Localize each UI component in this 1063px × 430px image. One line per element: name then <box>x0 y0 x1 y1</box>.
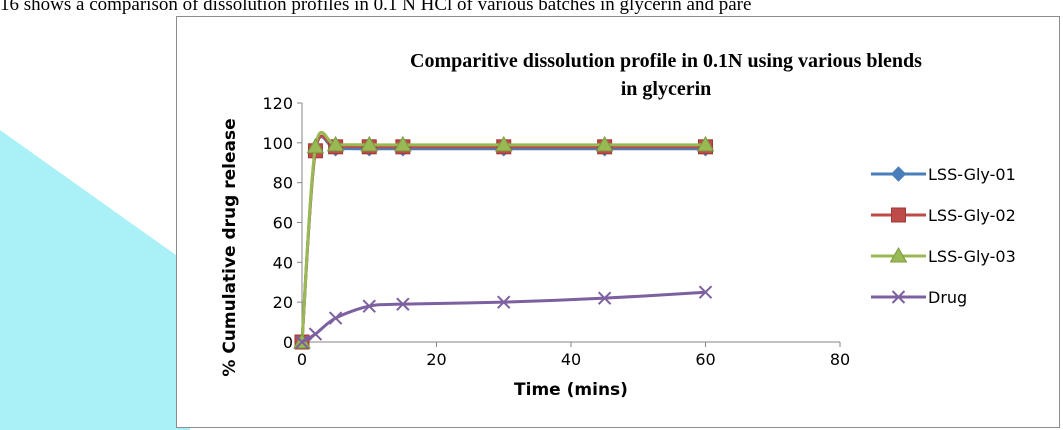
legend-label: LSS-Gly-01 <box>928 165 1016 184</box>
data-point <box>396 297 410 311</box>
legend-item: LSS-Gly-03 <box>871 246 1016 266</box>
y-tick-label: 20 <box>273 293 293 312</box>
series-line <box>300 135 706 343</box>
series-drug <box>295 285 713 349</box>
legend-marker <box>891 207 906 223</box>
legend-label: LSS-Gly-02 <box>928 206 1016 225</box>
y-axis-label: % Cumulative drug release <box>220 118 240 376</box>
y-tick-label: 40 <box>273 253 293 272</box>
legend-marker <box>889 246 908 263</box>
data-point <box>394 135 412 152</box>
series-line <box>300 134 706 343</box>
data-point <box>595 135 614 152</box>
data-point <box>308 327 323 341</box>
data-point <box>494 135 513 152</box>
x-tick-label: 20 <box>426 350 446 369</box>
chart-title: Comparitive dissolution profile in 0.1N … <box>410 50 922 100</box>
data-point <box>326 135 345 152</box>
series-lss-gly-01 <box>294 135 714 350</box>
series-line <box>300 130 706 343</box>
data-point <box>306 137 325 154</box>
legend-label: LSS-Gly-03 <box>928 247 1016 266</box>
page-caption: 16 shows a comparison of dissolution pro… <box>0 0 752 15</box>
data-point <box>360 135 379 152</box>
chart-axes: 0 20 40 60 80 100 120 0 20 40 60 80 Time (mins) % Cum… <box>220 94 850 400</box>
y-tick-label: 0 <box>283 333 293 352</box>
data-point <box>597 291 612 305</box>
x-tick-label: 60 <box>695 350 715 369</box>
chart-title-line: Comparitive dissolution profile in 0.1N … <box>410 50 922 72</box>
chart-series <box>293 130 715 350</box>
y-tick-label: 80 <box>273 174 293 193</box>
y-tick-label: 120 <box>262 94 293 113</box>
data-point <box>328 311 343 325</box>
series-lss-gly-02 <box>294 134 713 350</box>
chart-title-line: in glycerin <box>621 78 712 100</box>
data-point <box>696 135 715 152</box>
x-tick-label: 40 <box>561 350 581 369</box>
data-point <box>497 295 511 309</box>
legend-item: Drug <box>871 288 967 307</box>
chart: Comparitive dissolution profile in 0.1N … <box>220 50 1016 400</box>
x-tick-label: 0 <box>297 350 307 369</box>
chart-legend: LSS-Gly-01 LSS-Gly-02 LSS-Gly-03 Drug <box>871 165 1016 307</box>
data-point <box>362 299 376 313</box>
series-line <box>301 290 706 344</box>
data-point <box>698 285 713 299</box>
x-axis-label: Time (mins) <box>514 380 628 400</box>
legend-label: Drug <box>928 288 967 307</box>
y-tick-label: 60 <box>273 214 293 233</box>
legend-marker <box>891 290 906 304</box>
legend-item: LSS-Gly-02 <box>871 206 1016 225</box>
x-tick-label: 80 <box>830 350 850 369</box>
legend-item: LSS-Gly-01 <box>871 165 1016 184</box>
y-tick-label: 100 <box>262 134 293 153</box>
series-lss-gly-03 <box>293 130 715 349</box>
chart-frame <box>176 16 1060 428</box>
data-point <box>295 335 309 349</box>
legend-marker <box>890 166 907 182</box>
